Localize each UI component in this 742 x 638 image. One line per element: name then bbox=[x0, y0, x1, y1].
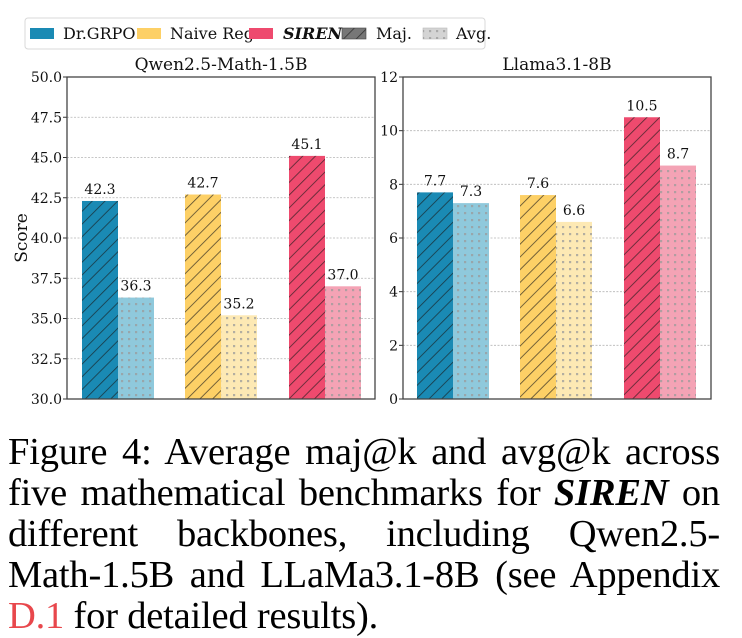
data-label: 42.3 bbox=[84, 182, 115, 198]
y-tick-label: 47.5 bbox=[31, 110, 62, 126]
bar-maj-naivereg-pattern bbox=[185, 194, 221, 399]
bar-avg-drgrpo-pattern bbox=[118, 297, 154, 399]
legend-item: Maj. bbox=[341, 24, 412, 43]
y-tick-label: 42.5 bbox=[31, 191, 62, 207]
figure-caption: Figure 4: Average maj@k and avg@k across… bbox=[8, 432, 720, 637]
data-label: 36.3 bbox=[120, 279, 151, 295]
bar-maj-siren-pattern bbox=[624, 117, 660, 399]
bar-avg-naivereg-pattern bbox=[221, 315, 257, 399]
caption-middle: on different backbones, including Qwen2.… bbox=[8, 472, 720, 596]
y-tick-label: 35.0 bbox=[31, 312, 62, 328]
legend-item: Naive Reg bbox=[137, 24, 254, 43]
data-label: 45.1 bbox=[291, 137, 322, 153]
legend: Dr.GRPO Naive Reg SIREN Maj. Avg. bbox=[24, 17, 491, 50]
axes-frame bbox=[402, 76, 712, 400]
y-tick-label: 2 bbox=[389, 338, 398, 354]
y-tick-label: 37.5 bbox=[31, 271, 62, 287]
axes-frame bbox=[66, 76, 376, 400]
panel-title: Llama3.1-8B bbox=[502, 55, 611, 75]
legend-item: SIREN bbox=[249, 24, 344, 43]
legend-label: SIREN bbox=[283, 24, 344, 43]
y-tick-label: 10 bbox=[380, 124, 398, 140]
bar-avg-siren-pattern bbox=[325, 286, 361, 399]
caption-suffix: for detailed results). bbox=[64, 595, 379, 637]
legend-label: Naive Reg bbox=[170, 24, 254, 43]
legend-label: Dr.GRPO bbox=[63, 24, 136, 43]
data-label: 10.5 bbox=[626, 98, 657, 114]
data-label: 7.7 bbox=[424, 173, 446, 189]
bar-maj-naivereg-pattern bbox=[520, 195, 556, 399]
y-tick-label: 32.5 bbox=[31, 352, 62, 368]
y-tick-label: 30.0 bbox=[31, 392, 62, 408]
figure: Dr.GRPO Naive Reg SIREN Maj. Avg. 30.0 32.5 35… bbox=[12, 17, 712, 408]
legend-label: Avg. bbox=[455, 24, 491, 43]
legend-swatch-siren bbox=[249, 28, 273, 39]
caption-prefix: Figure 4: Average maj@k and avg@k across… bbox=[8, 431, 720, 514]
data-label: 8.7 bbox=[667, 147, 689, 163]
legend-item: Avg. bbox=[422, 24, 491, 43]
caption-emph: SIREN bbox=[553, 472, 669, 514]
y-tick-label: 0 bbox=[389, 392, 398, 408]
y-axis-label: Score bbox=[12, 213, 32, 263]
legend-swatch-naivereg bbox=[137, 28, 161, 39]
data-label: 42.7 bbox=[187, 176, 218, 192]
y-tick-label: 12 bbox=[380, 70, 398, 86]
bar-avg-drgrpo-pattern bbox=[453, 203, 489, 399]
bar-avg-siren-pattern bbox=[660, 165, 696, 399]
bar-maj-drgrpo-pattern bbox=[82, 200, 118, 399]
data-label: 7.6 bbox=[527, 176, 549, 192]
bar-avg-naivereg-pattern bbox=[556, 221, 592, 399]
bar-maj-drgrpo-pattern bbox=[417, 192, 453, 399]
data-label: 35.2 bbox=[223, 296, 254, 312]
data-label: 7.3 bbox=[460, 184, 482, 200]
y-tick-label: 6 bbox=[389, 231, 398, 247]
y-tick-label: 40.0 bbox=[31, 231, 62, 247]
y-tick-label: 8 bbox=[389, 177, 398, 193]
legend-swatch-hatch bbox=[341, 27, 367, 40]
chart-panel-1: 30.0 32.5 35.0 37.5 40.0 42.5 45.0 47.5 50.0 42.3… bbox=[12, 55, 376, 408]
bar-maj-siren-pattern bbox=[289, 155, 325, 399]
y-tick-label: 50.0 bbox=[31, 70, 62, 86]
data-label: 37.0 bbox=[327, 267, 358, 283]
legend-swatch-dots bbox=[423, 28, 447, 39]
chart-panel-2: 0 2 4 6 8 10 12 7.7 7.3 7.6 6.6 10.5 8.7 Llama3.1-8B bbox=[380, 55, 712, 408]
legend-label: Maj. bbox=[376, 24, 412, 43]
panel-title: Qwen2.5-Math-1.5B bbox=[135, 55, 308, 75]
data-label: 6.6 bbox=[563, 203, 585, 219]
appendix-link[interactable]: D.1 bbox=[8, 595, 65, 637]
legend-swatch-drgrpo bbox=[30, 28, 54, 39]
y-tick-label: 4 bbox=[389, 285, 398, 301]
y-tick-label: 45.0 bbox=[31, 151, 62, 167]
legend-item: Dr.GRPO bbox=[30, 24, 136, 43]
